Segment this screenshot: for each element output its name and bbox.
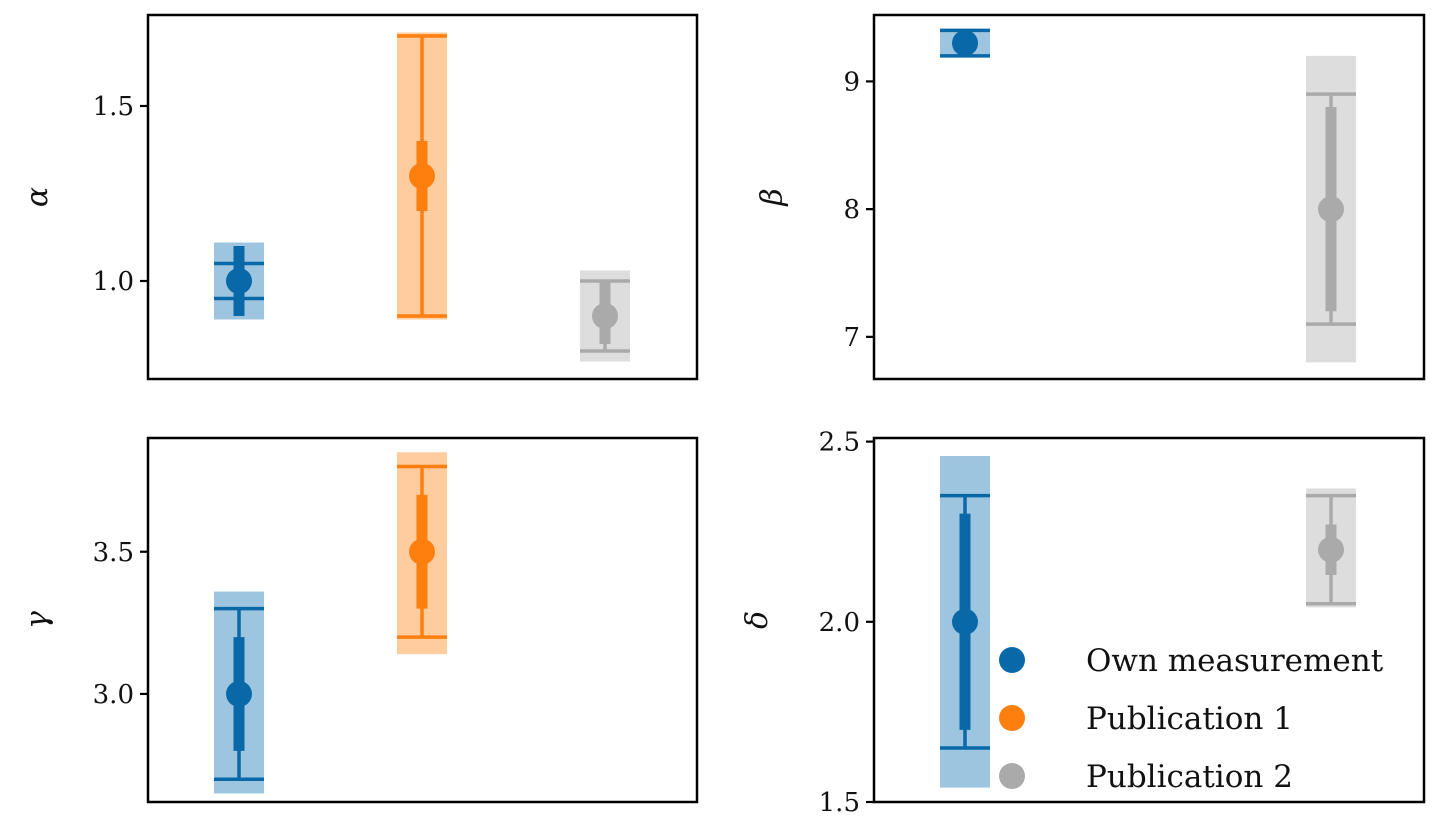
- p3-ytick-label-1: 2.0: [819, 608, 860, 638]
- p3-ylabel: δ: [740, 611, 775, 629]
- p1-ylabel: β: [755, 188, 790, 206]
- p3-own-measurement-point: [952, 608, 978, 635]
- legend-marker-publication-2: [999, 763, 1025, 789]
- legend-label-own-measurement: Own measurement: [1086, 643, 1384, 679]
- p0-publication-1-point: [409, 163, 435, 189]
- p1-axes-frame: [872, 13, 1426, 381]
- legend: Own measurement Publication 1 Publication …: [999, 643, 1384, 795]
- p0-publication-2-point: [592, 303, 618, 329]
- p0-ytick-label-1: 1.5: [93, 92, 134, 122]
- p1-publication-2-point: [1318, 196, 1344, 223]
- p2-ytick-label-0: 3.0: [93, 680, 134, 710]
- p2-publication-1-point: [409, 538, 435, 565]
- legend-label-publication-1: Publication 1: [1086, 701, 1293, 737]
- legend-label-publication-2: Publication 2: [1086, 759, 1293, 795]
- p0-ytick-label-0: 1.0: [93, 267, 134, 297]
- p1-ytick-label-0: 7: [843, 323, 860, 353]
- p3-ytick-label-0: 1.5: [819, 788, 860, 818]
- p0-own-measurement-point: [226, 268, 252, 294]
- p0-axes-frame: [146, 13, 699, 381]
- p1-ytick-label-1: 8: [843, 195, 860, 225]
- p2-ytick-label-1: 3.5: [93, 538, 134, 568]
- panel-gamma: 3.0 3.5 γ: [20, 436, 699, 804]
- p1-ytick-label-2: 9: [843, 67, 860, 97]
- panel-beta: 7 8 9 β: [755, 13, 1426, 381]
- p2-ylabel: γ: [20, 611, 55, 629]
- legend-marker-publication-1: [999, 705, 1025, 731]
- legend-marker-own-measurement: [999, 647, 1025, 673]
- p0-ylabel: α: [20, 187, 55, 207]
- panel-delta: 1.5 2.0 2.5 δ: [740, 428, 1426, 818]
- p2-axes-frame: [146, 436, 699, 804]
- p3-axes-frame: [872, 436, 1426, 804]
- p3-publication-2-point: [1318, 536, 1344, 563]
- p1-own-measurement-point: [952, 30, 978, 57]
- p2-own-measurement-point: [226, 680, 252, 707]
- panel-alpha: 1.0 1.5 α: [20, 13, 699, 381]
- p3-ytick-label-2: 2.5: [819, 428, 860, 458]
